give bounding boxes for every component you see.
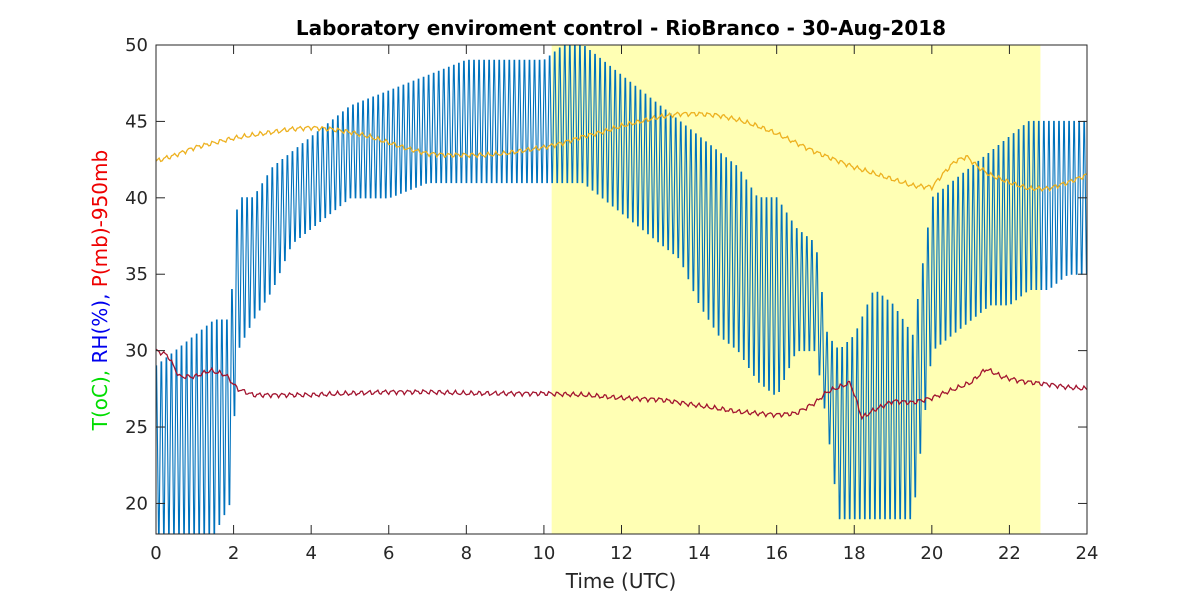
chart-title: Laboratory enviroment control - RioBranc… (296, 16, 946, 40)
x-tick-label: 10 (532, 543, 555, 564)
y-tick-label: 20 (125, 493, 148, 514)
x-tick-label: 20 (920, 543, 943, 564)
y-tick-label: 50 (125, 35, 148, 56)
series-line-relative-humidity (156, 45, 1087, 534)
x-tick-label: 4 (305, 543, 316, 564)
y-axis-label-temperature: T(oC), (88, 363, 112, 431)
series-group (156, 45, 1087, 534)
x-tick-label: 12 (610, 543, 633, 564)
x-tick-label: 14 (688, 543, 711, 564)
x-tick-label: 8 (461, 543, 472, 564)
x-tick-label: 22 (998, 543, 1021, 564)
x-tick-label: 6 (383, 543, 394, 564)
y-axis-label: T(oC), RH(%), P(mb)-950mb (88, 150, 112, 431)
series-line-pressure (156, 348, 1087, 421)
x-tick-label: 0 (150, 543, 161, 564)
y-axis-label-humidity: RH(%), (88, 287, 112, 363)
y-tick-label: 25 (125, 417, 148, 438)
y-tick-label: 40 (125, 188, 148, 209)
y-axis-label-pressure: P(mb)-950mb (88, 150, 112, 287)
y-tick-label: 30 (125, 341, 148, 362)
y-tick-label: 35 (125, 264, 148, 285)
x-tick-label: 16 (765, 543, 788, 564)
y-tick-label: 45 (125, 111, 148, 132)
series-line-temperature (156, 111, 1087, 192)
x-tick-label: 18 (843, 543, 866, 564)
x-tick-label: 2 (228, 543, 239, 564)
x-tick-label: 24 (1076, 543, 1099, 564)
plot-area (156, 45, 1087, 534)
x-axis-label: Time (UTC) (565, 569, 677, 593)
